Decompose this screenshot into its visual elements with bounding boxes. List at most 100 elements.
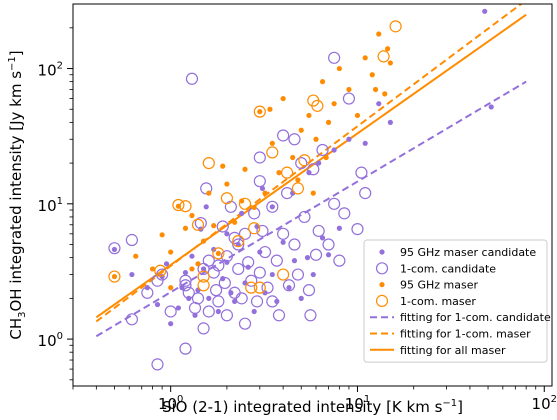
data-point-ring	[202, 254, 215, 267]
data-point	[224, 231, 230, 237]
data-point	[319, 79, 326, 85]
data-point	[206, 190, 212, 196]
data-point-ring	[212, 295, 225, 308]
data-point-ring	[108, 270, 121, 283]
data-point-ring	[232, 238, 245, 251]
data-point	[203, 204, 209, 210]
data-point	[482, 8, 488, 14]
data-point	[298, 127, 304, 133]
data-point	[267, 106, 273, 112]
data-point	[251, 308, 257, 315]
data-point-ring	[238, 317, 252, 330]
data-point-ring	[164, 305, 177, 318]
axis-ticks: 100 101 102 100 101 102	[38, 27, 557, 413]
data-point	[215, 308, 221, 315]
data-point-ring	[266, 146, 279, 159]
data-point-ring	[202, 305, 215, 318]
data-point	[295, 177, 301, 183]
data-point-ring	[191, 218, 205, 231]
data-point	[376, 31, 382, 37]
data-point-ring	[328, 51, 341, 64]
data-point-ring	[154, 264, 167, 277]
data-point-ring	[197, 279, 210, 292]
data-point	[382, 91, 388, 97]
data-point	[325, 252, 332, 258]
data-point-ring	[108, 242, 121, 255]
data-point-ring	[256, 224, 269, 238]
x-tick-label: 102	[532, 394, 557, 413]
data-point-ring	[141, 286, 154, 299]
data-point	[336, 65, 342, 72]
data-point	[182, 270, 189, 276]
data-point-ring	[188, 301, 202, 315]
data-point-ring	[355, 166, 368, 179]
data-point	[276, 170, 282, 176]
data-point	[189, 266, 195, 272]
data-point	[280, 239, 286, 245]
data-point-ring	[125, 313, 138, 326]
data-point-ring	[125, 233, 138, 247]
data-point	[163, 261, 170, 267]
data-point-ring	[220, 309, 234, 322]
legend-label: fitting for 1-com. candidate	[400, 311, 551, 324]
data-point	[168, 249, 174, 255]
y-axis-label: CH3OH integrated intensity [Jy km s−1]	[7, 50, 28, 339]
data-point	[269, 140, 275, 146]
data-point	[269, 271, 275, 278]
data-point	[331, 147, 337, 153]
data-point-ring	[266, 200, 279, 213]
data-point	[306, 112, 312, 119]
data-point-ring	[197, 270, 210, 283]
data-point	[319, 235, 326, 241]
data-point	[310, 190, 316, 196]
data-point	[192, 312, 198, 318]
data-point-ring	[288, 238, 301, 251]
data-point	[262, 190, 268, 196]
data-point	[251, 204, 257, 211]
data-point	[224, 181, 230, 187]
data-point-ring	[245, 281, 258, 294]
data-point-ring	[235, 292, 248, 305]
data-point-ring	[277, 129, 290, 142]
data-point-ring	[309, 248, 323, 261]
data-point-ring	[209, 284, 223, 297]
data-point-ring	[212, 247, 225, 260]
data-point	[331, 101, 337, 107]
y-tick-label: 102	[38, 61, 63, 80]
data-point	[316, 160, 322, 166]
data-point	[372, 86, 379, 93]
data-point-ring	[298, 154, 311, 167]
data-point	[346, 86, 352, 93]
data-point-ring	[179, 200, 192, 213]
data-point-ring	[220, 250, 234, 263]
data-point	[242, 166, 248, 172]
data-point	[290, 154, 296, 161]
data-point-ring	[295, 156, 308, 170]
data-point-ring	[312, 224, 325, 238]
data-point	[298, 295, 304, 301]
y-tick-label: 101	[38, 196, 63, 215]
data-point	[239, 210, 245, 216]
legend-label: 1-com. maser	[400, 295, 476, 308]
data-point-ring	[248, 222, 261, 235]
legend-label: fitting for 1-com. maser	[400, 328, 531, 341]
data-point	[168, 285, 174, 291]
data-point-ring	[307, 163, 320, 176]
data-point	[369, 72, 375, 78]
data-point	[200, 266, 207, 272]
data-point	[274, 298, 280, 304]
data-point	[182, 225, 189, 231]
data-point	[257, 109, 263, 115]
data-point-ring	[250, 295, 264, 308]
data-point	[313, 136, 319, 142]
x-tick-label: 100	[158, 394, 183, 413]
legend-marker-ring	[375, 262, 389, 275]
data-point-ring	[311, 99, 324, 112]
legend-marker-dot	[379, 249, 385, 255]
data-point	[385, 46, 391, 52]
legend: 95 GHz maser candidate 1-com. candidate 95…	[363, 239, 551, 363]
data-point	[189, 253, 195, 259]
axes-frame	[72, 3, 553, 387]
data-point	[175, 305, 182, 311]
data-point-ring	[316, 143, 329, 157]
